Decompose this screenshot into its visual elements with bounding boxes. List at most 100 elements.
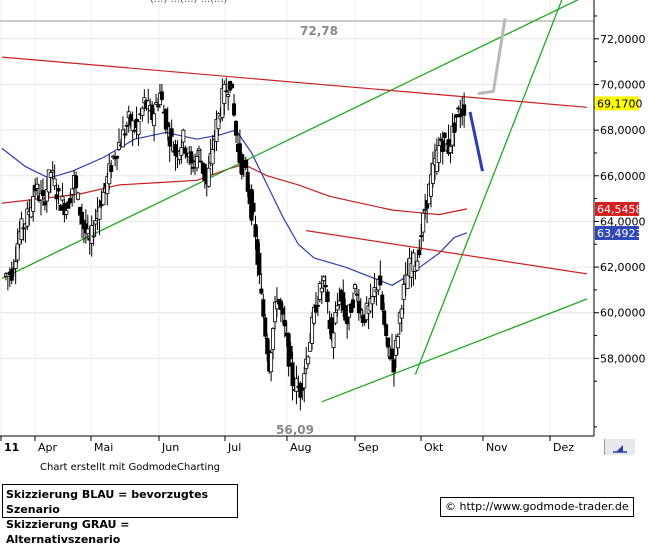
candle-body — [294, 378, 299, 392]
candle-body — [319, 287, 324, 293]
scenario-grey-line — [477, 18, 507, 96]
candle-body — [206, 167, 211, 187]
candle-body — [64, 210, 69, 215]
candle-body — [111, 155, 116, 158]
candle-body — [54, 194, 59, 200]
candle-body — [74, 175, 79, 189]
candle-body — [350, 299, 355, 309]
candle-body — [70, 188, 75, 195]
source-url[interactable]: http://www.godmode-trader.de — [459, 500, 629, 513]
scroll-arrow-icon[interactable] — [604, 439, 635, 455]
candle-body — [181, 129, 186, 143]
candle-body — [308, 342, 313, 352]
price-tag-bg — [595, 96, 639, 111]
candle-body — [198, 160, 203, 163]
x-tick-label: Jun — [161, 441, 179, 454]
candle-body — [230, 83, 235, 89]
candle-body — [130, 120, 135, 132]
candle-body — [288, 345, 293, 360]
candle-body — [124, 124, 129, 127]
price-tag-bg — [595, 201, 639, 216]
candle-body — [122, 133, 127, 136]
header-cut-text: (...) ...(...) ...(...) — [150, 0, 227, 5]
candle-body — [333, 312, 338, 324]
scenario-sketches — [468, 18, 507, 172]
candle-body — [167, 136, 172, 147]
x-tick-label: Nov — [486, 441, 508, 454]
candle-body — [233, 121, 238, 136]
candle-body — [76, 192, 81, 200]
candle-body — [159, 91, 164, 100]
candle-body — [352, 284, 357, 290]
candle-body — [354, 293, 359, 296]
candle-body — [391, 359, 396, 373]
candle-body — [101, 191, 106, 206]
x-tick-label: Mai — [94, 441, 113, 454]
candle-body — [358, 308, 363, 311]
high-annotation: 72,78 — [300, 24, 338, 38]
candle-body — [226, 94, 231, 97]
candle-body — [40, 189, 45, 197]
candle-body — [454, 114, 459, 118]
candle-body — [280, 307, 285, 315]
candle-body — [120, 129, 125, 148]
source-link[interactable]: © http://www.godmode-trader.de — [440, 497, 634, 517]
candle-body — [282, 319, 287, 327]
candle-body — [380, 294, 385, 310]
candle-body — [378, 275, 383, 286]
price-tag-label: 69,1700 — [597, 97, 643, 110]
candle-body — [415, 260, 420, 271]
price-tag-label: 64,5458 — [597, 203, 643, 216]
candle-body — [306, 356, 311, 365]
candle-body — [253, 224, 258, 238]
candle-body — [15, 243, 20, 261]
candle-body — [321, 276, 326, 281]
x-tick-label: Aug — [290, 441, 311, 454]
price-tag-bg — [595, 226, 639, 241]
candle-body — [35, 183, 40, 189]
candle-body — [302, 373, 307, 389]
x-tick-label: Dez — [553, 441, 574, 454]
candle-body — [337, 300, 342, 305]
candle-body — [430, 162, 435, 184]
candle-body — [257, 252, 262, 275]
candle-body — [315, 304, 320, 307]
candle-body — [421, 212, 426, 233]
candle-body — [91, 235, 96, 238]
candle-body — [331, 332, 336, 348]
ma-red-line — [1, 163, 468, 216]
copyright-icon: © — [445, 500, 456, 513]
candle-body — [152, 113, 157, 127]
candle-body — [382, 310, 387, 325]
candle-body — [389, 348, 394, 359]
candle-body — [165, 121, 170, 128]
candle-body — [271, 328, 276, 350]
candle-body — [85, 228, 90, 235]
candle-body — [452, 122, 457, 133]
x-tick-label: Apr — [38, 441, 58, 454]
low-annotation: 56,09 — [276, 423, 314, 437]
candle-body — [261, 299, 266, 317]
candle-body — [224, 90, 229, 93]
candle-body — [448, 146, 453, 153]
price-chart: 58,0000 60,0000 62,0000 64,0000 66,0000 68,00… — [0, 0, 646, 454]
candle-body — [269, 352, 274, 373]
candle-body — [194, 156, 199, 169]
candle-body — [189, 151, 194, 164]
candle-body — [384, 324, 389, 337]
candle-body — [115, 156, 120, 159]
x-tick-label: Jul — [227, 441, 241, 454]
candle-body — [356, 300, 361, 314]
candle-body — [423, 208, 428, 211]
candle-body — [323, 284, 328, 288]
candle-body — [462, 104, 467, 116]
candle-body — [56, 188, 61, 192]
trend-green-steep — [414, 0, 563, 375]
candle-body — [405, 274, 410, 289]
chart-credit: Chart erstellt mit GodmodeCharting — [40, 462, 220, 473]
candle-body — [132, 129, 137, 132]
candle-body — [222, 83, 227, 104]
candle-body — [68, 197, 73, 203]
candle-body — [335, 305, 340, 311]
candle-body — [456, 107, 461, 110]
